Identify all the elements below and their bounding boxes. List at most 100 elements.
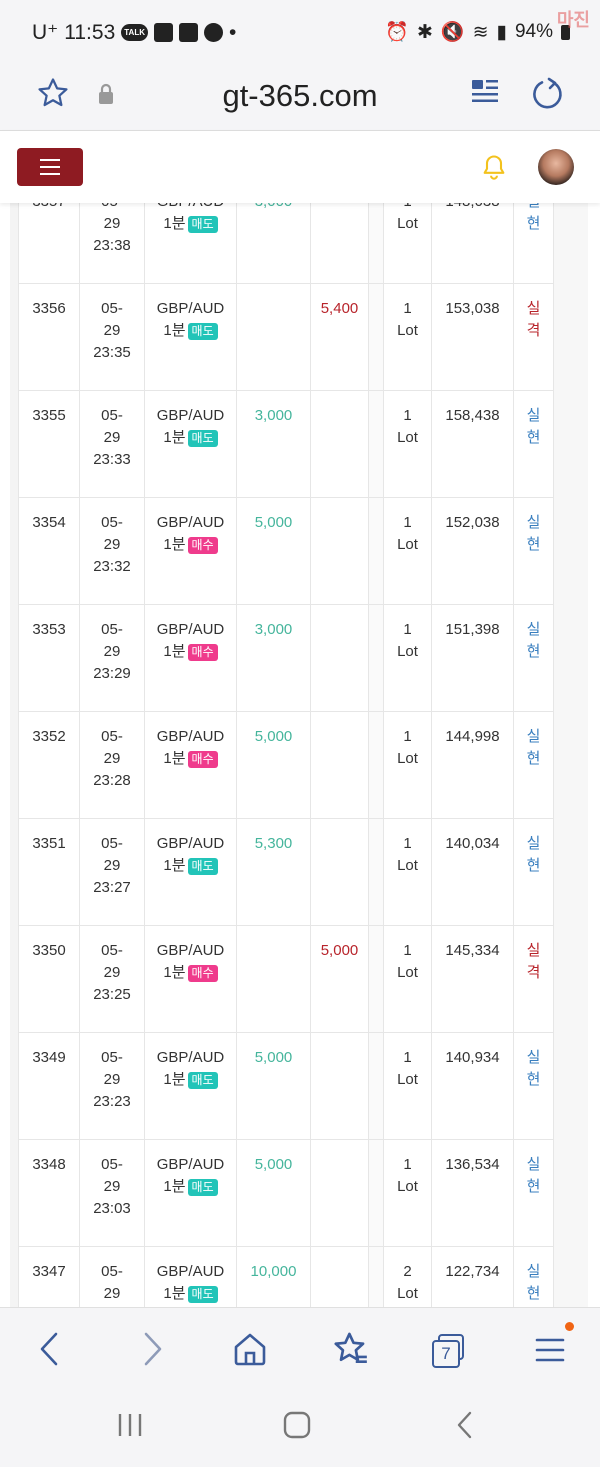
trade-result-1: 실 (526, 835, 541, 852)
tabs-count-box: 7 (432, 1340, 460, 1368)
trade-profit: 3,000 (254, 621, 293, 638)
trade-day: 29 (103, 1178, 121, 1195)
status-right: ⏰ ✱ 🔇 ≋ ▮ 94% (385, 20, 570, 44)
trade-result-2: 현 (526, 536, 541, 553)
trade-lot-qty: 1 (403, 300, 412, 317)
reader-mode-icon[interactable] (470, 76, 500, 110)
trade-loss-cell (310, 818, 369, 926)
trade-profit: 5,000 (254, 514, 293, 531)
trade-datetime-cell: 05- 29 23:25 (79, 925, 145, 1033)
table-spacer-cell (368, 1246, 384, 1307)
trade-side-badge: 매도 (187, 857, 218, 875)
trade-side-badge: 매도 (187, 429, 218, 447)
status-bar: U⁺ 11:53 TALK • ⏰ ✱ 🔇 ≋ ▮ 94% 마진 (0, 0, 600, 64)
trade-profit-cell: 5,000 (236, 497, 311, 605)
star-outline-icon[interactable] (36, 76, 70, 110)
trade-datetime-cell: 05- 29 23:27 (79, 818, 145, 926)
site-menu-button[interactable] (17, 148, 83, 186)
trade-datetime-cell: 05- 29 23:35 (79, 283, 145, 391)
table-spacer-cell (368, 1032, 384, 1140)
trade-balance: 136,534 (445, 1156, 500, 1173)
kakaotalk-icon: TALK (121, 24, 148, 41)
trade-result-2: 현 (526, 429, 541, 446)
table-row: 3349 05- 29 23:23 GBP/AUD 1분 매도 5,000 1 Lot 140,93… (18, 1032, 554, 1140)
reload-icon[interactable] (530, 76, 564, 110)
trade-result-2: 현 (526, 643, 541, 660)
trade-time: 23:25 (93, 986, 131, 1003)
trade-balance-cell: 140,934 (431, 1032, 514, 1140)
bell-icon[interactable] (480, 153, 508, 181)
trade-lot-unit: Lot (397, 1071, 418, 1088)
trade-id-cell: 3349 (18, 1032, 80, 1140)
trade-history: 335705-2923:38GBP/AUD1분매도3,0001Lot148,03… (0, 203, 600, 1307)
trade-time: 23:29 (93, 665, 131, 682)
trade-balance-cell: 144,998 (431, 711, 514, 819)
table-row: 3355 05- 29 23:33 GBP/AUD 1분 매도 3,000 1 Lot 158,43… (18, 390, 554, 498)
shield-app-icon (203, 23, 223, 42)
table-row: 3351 05- 29 23:27 GBP/AUD 1분 매도 5,300 1 Lot 140,03… (18, 818, 554, 926)
trade-lot-cell: 1 Lot (383, 711, 432, 819)
avatar[interactable] (538, 149, 574, 185)
trade-time: 23:38 (93, 237, 131, 254)
table-spacer-cell (368, 203, 384, 284)
home-nav-icon[interactable] (282, 1410, 312, 1440)
trade-result-1: 실 (526, 300, 541, 317)
forward-icon[interactable] (138, 1330, 166, 1368)
trade-loss-cell: 5,400 (310, 283, 369, 391)
carrier-label: U⁺ (32, 21, 59, 44)
trade-period: 1분 (163, 643, 186, 660)
trade-side-badge: 매도 (187, 322, 218, 340)
trade-result-2: 격 (526, 964, 541, 981)
trade-balance-cell: 148,038 (431, 203, 514, 284)
trade-lot-qty: 1 (403, 1156, 412, 1173)
trade-id-cell: 3351 (18, 818, 80, 926)
trade-balance-cell: 158,438 (431, 390, 514, 498)
trade-balance-cell: 153,038 (431, 283, 514, 391)
back-icon[interactable] (36, 1330, 64, 1368)
trade-loss-cell (310, 711, 369, 819)
trade-id: 3352 (32, 728, 66, 745)
mute-icon: 🔇 (440, 22, 465, 43)
trade-id-cell: 3348 (18, 1139, 80, 1247)
trade-id-cell: 3357 (18, 203, 80, 284)
trade-lot-qty: 1 (403, 203, 411, 210)
battery-icon (561, 24, 570, 40)
trade-pair: GBP/AUD (156, 1263, 225, 1280)
trade-period: 1분 (163, 857, 186, 874)
trade-period: 1분 (163, 964, 186, 981)
trade-pair: GBP/AUD (156, 407, 225, 424)
trade-date: 05- (101, 728, 123, 745)
tabs-button[interactable]: 7 (432, 1332, 468, 1368)
trade-id: 3355 (32, 407, 66, 424)
trade-balance: 140,034 (445, 835, 500, 852)
hamburger-icon[interactable] (534, 1334, 566, 1366)
trade-loss-cell (310, 203, 369, 284)
trade-lot-cell: 1 Lot (383, 1032, 432, 1140)
back-nav-icon[interactable] (452, 1410, 478, 1440)
home-icon[interactable] (232, 1330, 268, 1368)
trade-result-cell: 실현 (513, 203, 554, 284)
trade-date: 05- (101, 835, 123, 852)
bookmarks-star-icon[interactable] (332, 1330, 370, 1368)
trade-lot-cell: 1 Lot (383, 497, 432, 605)
site-header (0, 131, 600, 203)
recent-apps-icon[interactable] (116, 1410, 144, 1440)
trade-id: 3356 (32, 300, 66, 317)
trade-day: 29 (103, 1071, 121, 1088)
trade-id-cell: 3354 (18, 497, 80, 605)
trade-side-badge: 매수 (187, 643, 218, 661)
trade-lot-cell: 1 Lot (383, 1139, 432, 1247)
trade-product-cell: GBP/AUD 1분 매수 (144, 604, 237, 712)
url-display[interactable]: gt-365.com (222, 78, 378, 113)
table-row: 3353 05- 29 23:29 GBP/AUD 1분 매수 3,000 1 Lot 151,39… (18, 604, 554, 712)
trade-result-2: 격 (526, 322, 541, 339)
trade-time: 23:32 (93, 558, 131, 575)
